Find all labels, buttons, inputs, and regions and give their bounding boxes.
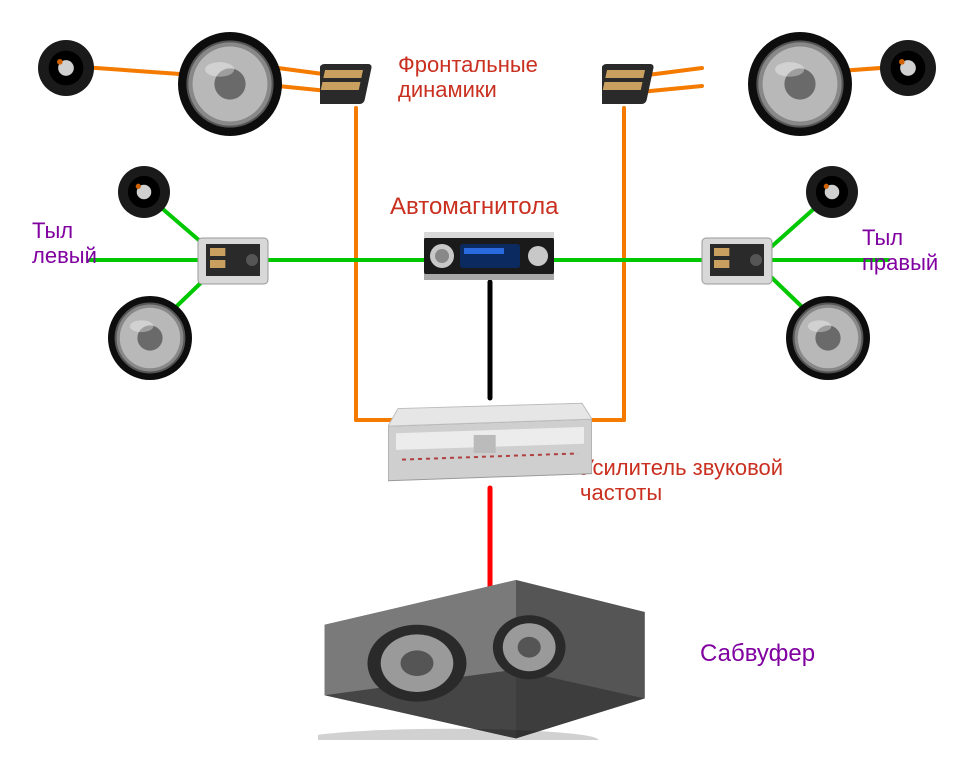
- tweeter-rear-right: [806, 166, 858, 223]
- label-rear-left: Тыл левый: [32, 218, 97, 269]
- woofer-rear-right: [786, 296, 870, 385]
- crossover-rear-right: [700, 232, 774, 293]
- subwoofer-box: [318, 580, 648, 745]
- car-audio-wiring-diagram: { "canvas": { "w": 978, "h": 767, "bg": …: [0, 0, 978, 767]
- label-amplifier: Усилитель звуковой частоты: [580, 455, 783, 506]
- tweeter-front-left: [38, 40, 94, 101]
- head-unit: [424, 232, 554, 285]
- crossover-front-right: [602, 56, 658, 113]
- woofer-front-left: [178, 32, 282, 141]
- woofer-rear-left: [108, 296, 192, 385]
- crossover-front-left: [320, 56, 376, 113]
- label-head-unit: Автомагнитола: [390, 193, 558, 221]
- amplifier: [388, 398, 592, 491]
- label-rear-right: Тыл правый: [862, 225, 938, 276]
- label-front-speakers: Фронтальные динамики: [398, 52, 538, 103]
- tweeter-front-right: [880, 40, 936, 101]
- woofer-front-right: [748, 32, 852, 141]
- tweeter-rear-left: [118, 166, 170, 223]
- label-subwoofer: Сабвуфер: [700, 640, 815, 668]
- crossover-rear-left: [196, 232, 270, 293]
